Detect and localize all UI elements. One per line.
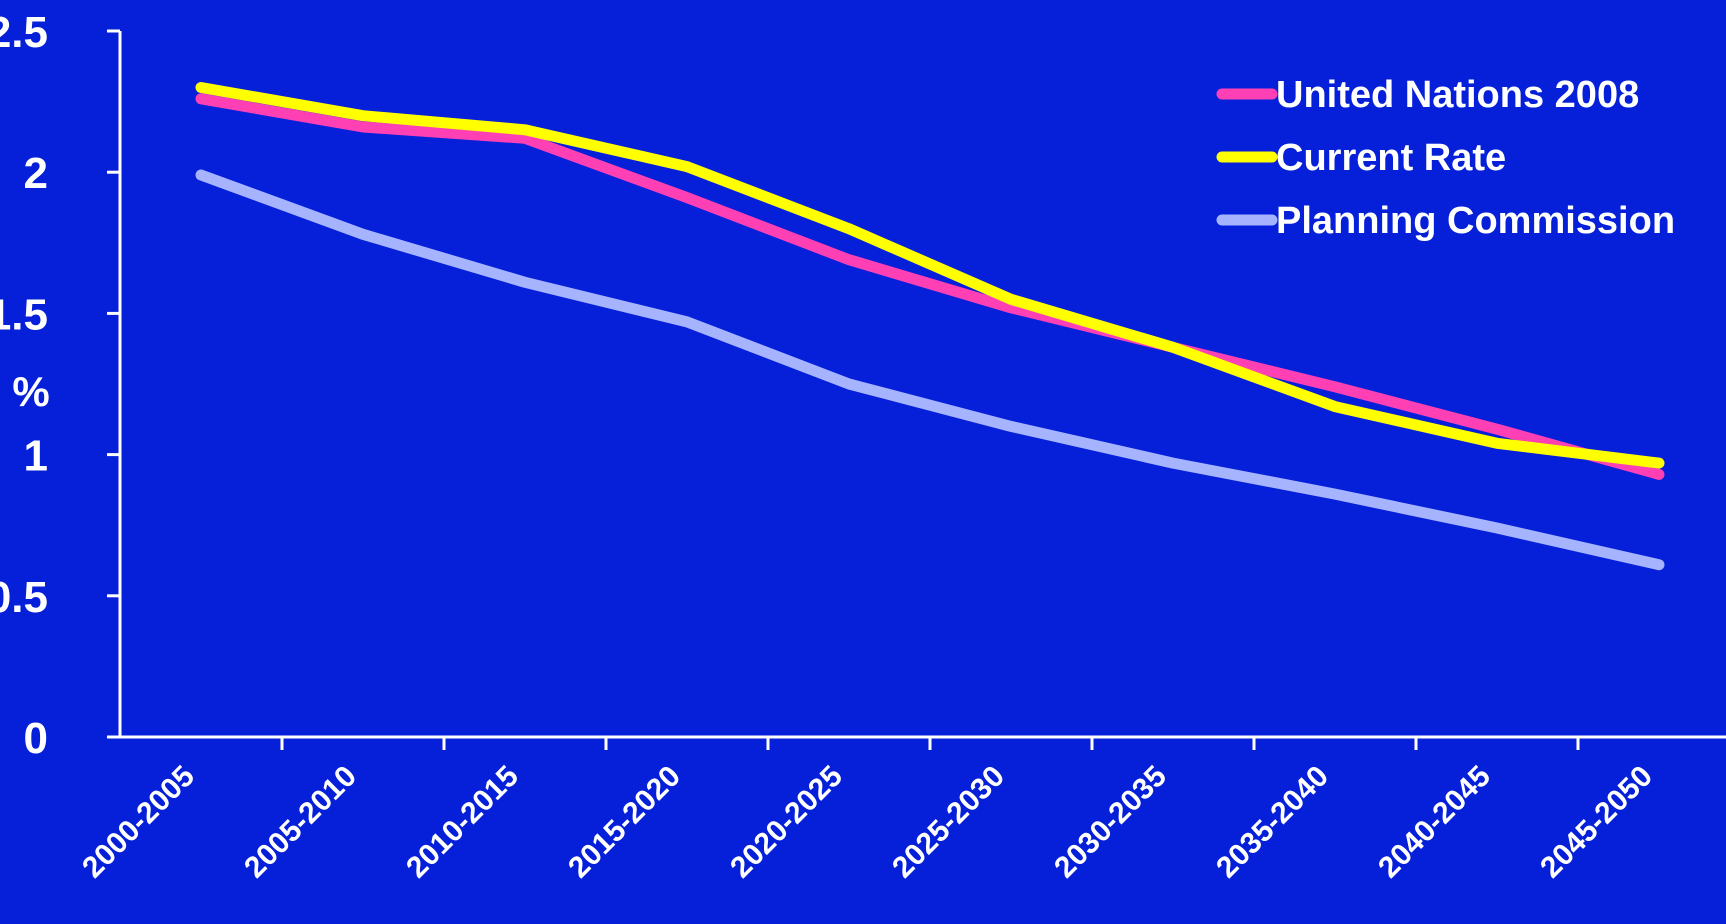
x-tick-label: 2020-2025 <box>724 760 849 885</box>
legend: United Nations 2008 Current Rate Planning … <box>1216 74 1675 242</box>
x-tick-label: 2035-2040 <box>1210 760 1335 885</box>
series-line-2 <box>195 82 1665 469</box>
legend-label-2: Current Rate <box>1276 137 1506 179</box>
y-tick-label: 0.5 <box>0 573 48 622</box>
y-axis-label: % <box>12 368 49 415</box>
y-axis-ticks: 0 0.5 1 1.5 2 2.5 <box>0 8 120 763</box>
x-tick-label: 2010-2015 <box>400 760 525 885</box>
series-lines <box>195 82 1665 571</box>
legend-label-1: United Nations 2008 <box>1276 74 1639 116</box>
legend-label-3: Planning Commission <box>1276 200 1675 242</box>
x-axis-ticks: 2000-2005 2005-2010 2010-2015 2015-2020 2020… <box>76 737 1659 884</box>
x-tick-label: 2040-2045 <box>1372 760 1497 885</box>
x-tick-label: 2000-2005 <box>76 760 201 885</box>
x-tick-label: 2030-2035 <box>1048 760 1173 885</box>
y-tick-label: 1.5 <box>0 290 48 339</box>
series-line-1 <box>195 93 1665 480</box>
y-tick-label: 2.5 <box>0 8 48 57</box>
y-tick-label: 0 <box>24 714 48 763</box>
x-tick-label: 2025-2030 <box>886 760 1011 885</box>
x-tick-label: 2045-2050 <box>1534 760 1659 885</box>
x-tick-label: 2005-2010 <box>238 760 363 885</box>
y-tick-label: 2 <box>24 149 48 198</box>
axes <box>118 31 1726 739</box>
x-tick-label: 2015-2020 <box>562 760 687 885</box>
y-tick-label: 1 <box>24 432 48 481</box>
series-line-3 <box>195 169 1665 571</box>
